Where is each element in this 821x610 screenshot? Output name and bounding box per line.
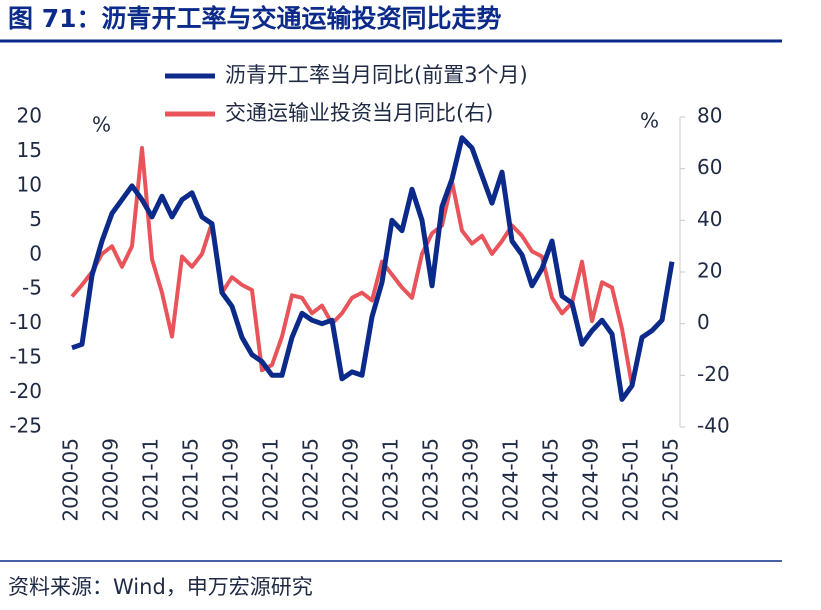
x-tick-label: 2020-09 — [99, 438, 123, 522]
x-tick-label: 2022-05 — [299, 438, 323, 522]
y2-tick-label: 0 — [697, 310, 710, 334]
y-tick-label: -5 — [22, 276, 42, 300]
x-tick-label: 2023-09 — [459, 438, 483, 522]
legend-label: 交通运输业投资当月同比(右) — [225, 101, 493, 125]
y-tick-label: 0 — [29, 241, 42, 265]
y2-tick-label: 20 — [697, 259, 722, 283]
x-tick-label: 2024-05 — [539, 438, 563, 522]
y2-axis-label: % — [640, 109, 659, 133]
x-tick-label: 2020-05 — [59, 438, 83, 522]
x-tick-label: 2021-05 — [179, 438, 203, 522]
y-tick-label: -25 — [9, 414, 42, 438]
y2-tick-label: -40 — [697, 414, 730, 438]
x-tick-label: 2021-09 — [219, 438, 243, 522]
x-tick-label: 2023-05 — [419, 438, 443, 522]
y-tick-label: 15 — [17, 138, 42, 162]
y-tick-label: -20 — [9, 379, 42, 403]
x-tick-label: 2021-01 — [139, 438, 163, 522]
x-tick-label: 2025-05 — [659, 438, 683, 522]
y-tick-label: 20 — [17, 104, 42, 128]
series-line — [71, 135, 675, 402]
y-tick-label: -15 — [9, 345, 42, 369]
y2-tick-label: 60 — [697, 155, 722, 179]
y2-tick-label: 80 — [697, 104, 722, 128]
x-tick-label: 2025-01 — [619, 438, 643, 522]
series-line — [70, 146, 634, 387]
legend-label: 沥青开工率当月同比(前置3个月) — [225, 63, 528, 87]
x-tick-label: 2022-09 — [339, 438, 363, 522]
y-tick-label: -10 — [9, 310, 42, 334]
x-tick-label: 2024-09 — [579, 438, 603, 522]
x-tick-label: 2022-01 — [259, 438, 283, 522]
x-tick-label: 2024-01 — [499, 438, 523, 522]
x-tick-label: 2023-01 — [379, 438, 403, 522]
y2-tick-label: 40 — [697, 207, 722, 231]
y-tick-label: 10 — [17, 172, 42, 196]
y2-tick-label: -20 — [697, 362, 730, 386]
source: 资料来源：Wind，申万宏源研究 — [8, 575, 313, 599]
y-tick-label: 5 — [29, 207, 42, 231]
y-axis-label: % — [92, 113, 111, 137]
chart-title: 图 71：沥青开工率与交通运输投资同比走势 — [8, 4, 502, 33]
